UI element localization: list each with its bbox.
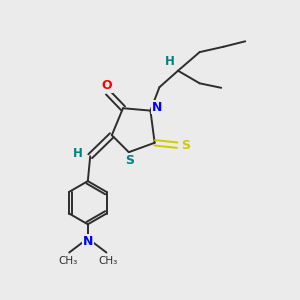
Text: N: N (152, 100, 162, 113)
Text: S: S (125, 154, 134, 167)
Text: N: N (82, 235, 93, 248)
Text: CH₃: CH₃ (98, 256, 118, 266)
Text: CH₃: CH₃ (58, 256, 77, 266)
Text: H: H (73, 147, 82, 160)
Text: H: H (165, 55, 175, 68)
Text: S: S (181, 139, 190, 152)
Text: O: O (101, 79, 112, 92)
